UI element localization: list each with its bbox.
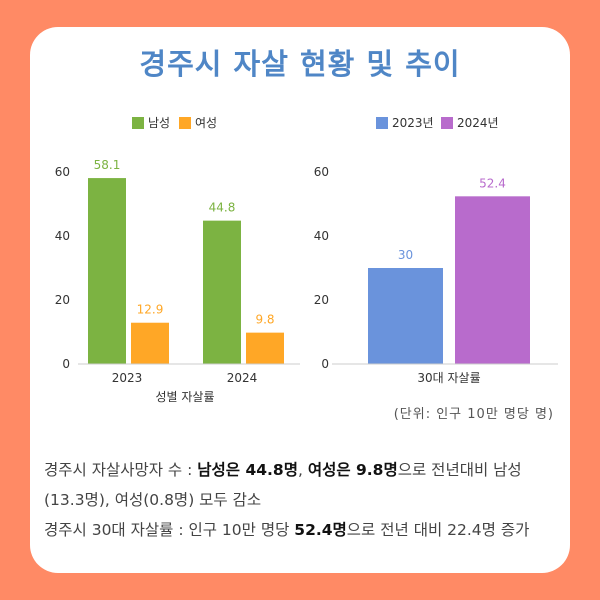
left-label-1-1: 9.8 bbox=[255, 313, 274, 327]
right-bar-0-0 bbox=[368, 268, 443, 364]
age30-suicide-rate-chart: 2023년 2024년 0 20 40 60 30 52.4 30대 자살률 bbox=[314, 116, 558, 385]
right-ytick-0: 0 bbox=[321, 357, 329, 371]
legend-female-label: 여성 bbox=[195, 116, 217, 130]
note-line-2: (13.3명), 여성(0.8명) 모두 감소 bbox=[44, 491, 262, 509]
bars-right: 30 52.4 bbox=[368, 176, 530, 364]
legend-male-label: 남성 bbox=[148, 116, 170, 130]
bars-left: 58.1 12.9 44.8 9.8 bbox=[88, 158, 284, 364]
left-label-0-1: 44.8 bbox=[209, 201, 236, 215]
x-tick-2024: 2024 bbox=[227, 371, 258, 385]
note-line-1: 경주시 자살사망자 수 : 남성은 44.8명, 여성은 9.8명으로 전년대비… bbox=[44, 455, 564, 485]
left-bar-0-0 bbox=[88, 178, 126, 364]
left-ytick-60: 60 bbox=[55, 165, 70, 179]
right-bar-1-0 bbox=[455, 196, 530, 364]
left-bar-1-1 bbox=[246, 332, 284, 364]
legend-2023-swatch bbox=[376, 117, 388, 129]
right-ytick-20: 20 bbox=[314, 293, 329, 307]
legend-2024-label: 2024년 bbox=[457, 116, 499, 130]
note1-prefix: 경주시 자살사망자 수 : bbox=[44, 461, 198, 479]
note1-suffix: 으로 전년대비 남성 bbox=[397, 461, 522, 479]
left-label-0-0: 58.1 bbox=[94, 158, 121, 172]
x-axis-title-left: 성별 자살률 bbox=[155, 390, 214, 404]
unit-note: (단위: 인구 10만 명당 명) bbox=[393, 407, 554, 422]
right-ytick-40: 40 bbox=[314, 229, 329, 243]
legend-2023-label: 2023년 bbox=[392, 116, 434, 130]
left-bar-1-0 bbox=[131, 322, 169, 364]
left-bar-0-1 bbox=[203, 220, 241, 364]
infographic-card: 경주시 자살 현황 및 추이 남성 여성 0 20 40 60 58.1 12.9 44.… bbox=[30, 27, 570, 573]
right-label-1-0: 52.4 bbox=[479, 176, 506, 190]
right-label-0-0: 30 bbox=[398, 248, 413, 262]
left-ytick-20: 20 bbox=[55, 293, 70, 307]
legend-female-swatch bbox=[179, 117, 191, 129]
legend-2024-swatch bbox=[441, 117, 453, 129]
x-tick-2023: 2023 bbox=[112, 371, 143, 385]
y-axis-left: 0 20 40 60 bbox=[55, 165, 70, 371]
page-title: 경주시 자살 현황 및 추이 bbox=[139, 47, 461, 81]
note3-value: 52.4명 bbox=[294, 521, 347, 539]
right-ytick-60: 60 bbox=[314, 165, 329, 179]
note3-suffix: 으로 전년 대비 22.4명 증가 bbox=[346, 521, 530, 539]
note-line-3: 경주시 30대 자살률 : 인구 10만 명당 52.4명으로 전년 대비 22… bbox=[44, 515, 564, 545]
left-ytick-0: 0 bbox=[62, 357, 70, 371]
note1-female: 여성은 9.8명 bbox=[307, 461, 398, 479]
y-axis-right: 0 20 40 60 bbox=[314, 165, 329, 371]
note3-prefix: 경주시 30대 자살률 : 인구 10만 명당 bbox=[44, 521, 295, 539]
left-label-1-0: 12.9 bbox=[137, 303, 164, 317]
x-tick-age30: 30대 자살률 bbox=[417, 371, 480, 385]
left-ytick-40: 40 bbox=[55, 229, 70, 243]
note1-male: 남성은 44.8명 bbox=[197, 461, 298, 479]
legend-right: 2023년 2024년 bbox=[376, 116, 499, 130]
legend-male-swatch bbox=[132, 117, 144, 129]
legend-left: 남성 여성 bbox=[132, 116, 217, 130]
note1-sep: , bbox=[297, 461, 308, 479]
summary-notes: 경주시 자살사망자 수 : 남성은 44.8명, 여성은 9.8명으로 전년대비… bbox=[44, 455, 564, 545]
